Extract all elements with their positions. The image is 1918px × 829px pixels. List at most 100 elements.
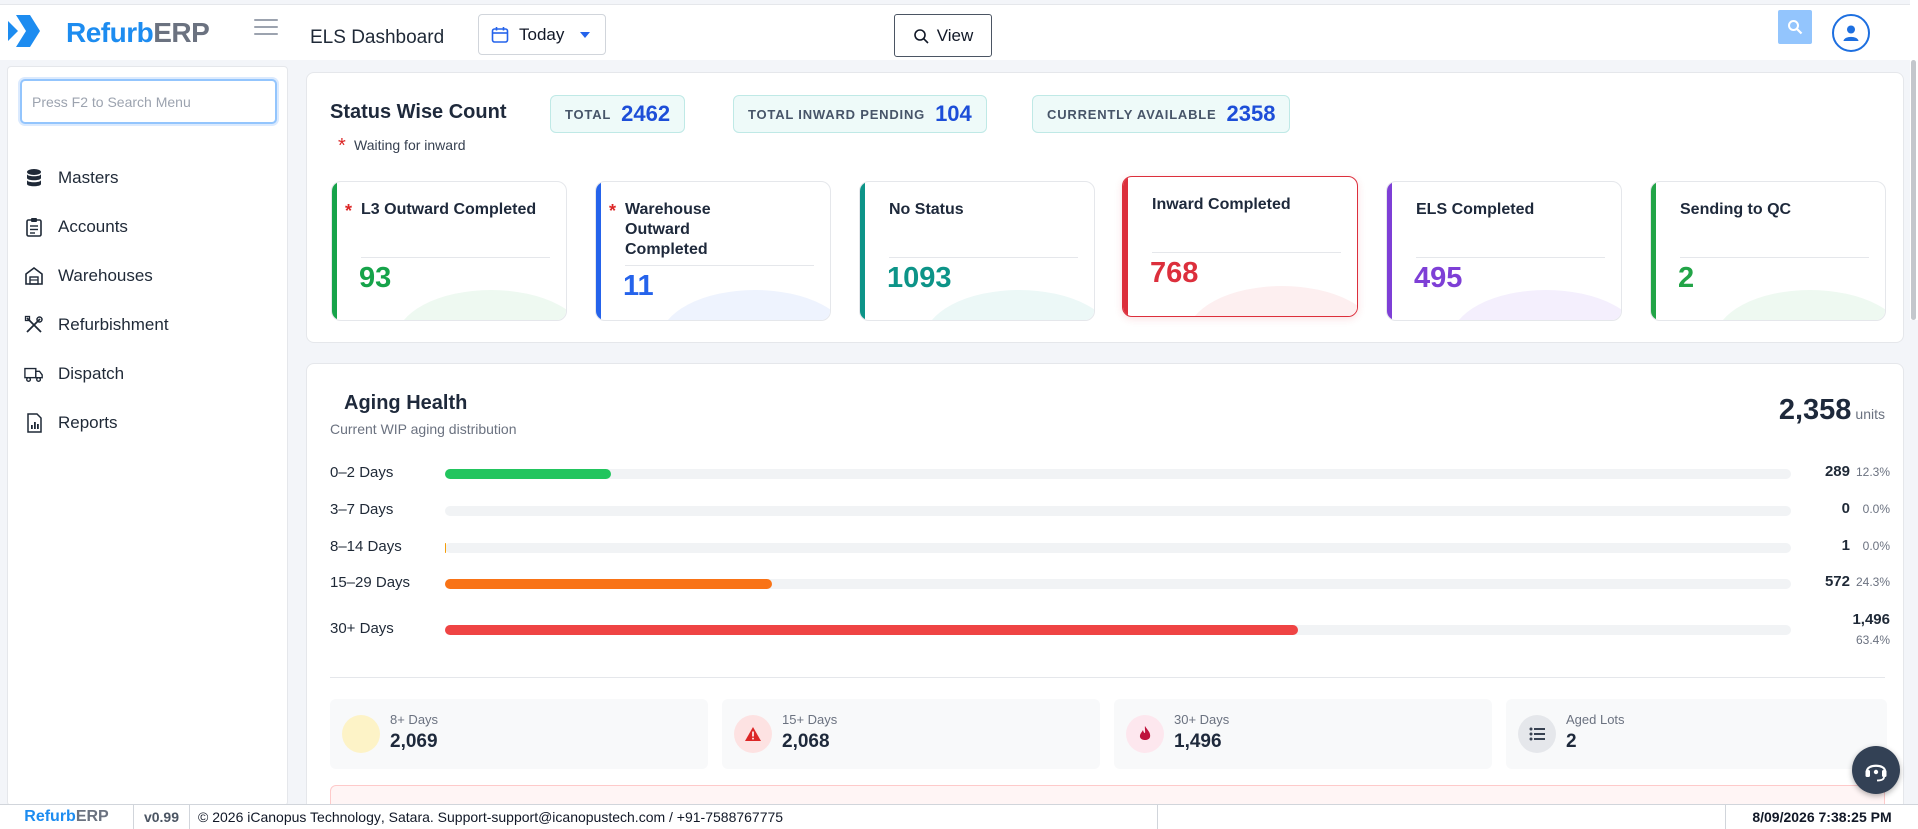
date-filter-value: Today [519, 24, 565, 44]
sidebar-item-label: Refurbishment [58, 314, 169, 334]
logo-icon [8, 15, 40, 47]
inward-pending-value: 104 [935, 101, 972, 126]
sidebar-item-masters[interactable]: Masters [8, 153, 287, 202]
truck-icon [24, 364, 44, 384]
aging-bar-fill [445, 543, 446, 553]
page-scrollbar[interactable] [1910, 0, 1918, 320]
card-divider [889, 257, 1078, 258]
top-header: RefurbERP ELS Dashboard Today View [0, 4, 1918, 60]
tools-icon [24, 315, 44, 335]
summary-value: 2,069 [390, 731, 438, 752]
footer-brand-b: ERP [75, 808, 109, 825]
aging-row-3-7: 3–7 Days 0 0.0% [330, 496, 1890, 526]
scrollbar-thumb[interactable] [1911, 60, 1916, 320]
report-icon [24, 412, 44, 433]
view-button[interactable]: View [894, 14, 992, 57]
calendar-icon [491, 26, 509, 43]
status-wise-count-panel: Status Wise Count TOTAL 2462 TOTAL INWAR… [306, 72, 1904, 343]
total-label: TOTAL [565, 106, 612, 122]
aging-row-count: 289 [1824, 463, 1850, 480]
aging-panel-title: Aging Health [344, 392, 468, 414]
aging-bar-track [445, 579, 1791, 589]
support-phone: / +91-7588767775 [665, 809, 784, 825]
brand-logo[interactable]: RefurbERP [66, 17, 210, 49]
headset-icon [1865, 764, 1887, 782]
status-card-warehouse-outward[interactable]: * Warehouse Outward Completed 11 [595, 181, 831, 321]
sidebar-item-refurbishment[interactable]: Refurbishment [8, 300, 287, 349]
card-label: * L3 Outward Completed [345, 200, 551, 221]
card-divider [1152, 252, 1341, 253]
global-search-button[interactable] [1778, 10, 1812, 44]
date-filter-dropdown[interactable]: Today [478, 14, 606, 55]
user-profile-button[interactable] [1832, 14, 1870, 52]
card-label: ELS Completed [1416, 201, 1535, 218]
summary-card-15-plus: 15+ Days 2,068 [722, 699, 1100, 769]
summary-value: 2 [1566, 731, 1577, 752]
total-pill: TOTAL 2462 [550, 95, 686, 133]
clipboard-icon [24, 217, 44, 237]
card-value: 1093 [887, 262, 952, 294]
sidebar-menu: Masters Accounts Warehouses Refurbishmen… [8, 153, 287, 447]
sidebar: Masters Accounts Warehouses Refurbishmen… [7, 66, 288, 806]
sidebar-item-reports[interactable]: Reports [8, 398, 287, 447]
copyright-text: © 2026 [198, 809, 248, 825]
footer-brand: Refurb ERP [0, 805, 134, 829]
summary-label: 30+ Days [1174, 712, 1230, 727]
aging-bar-track [445, 543, 1791, 553]
aging-row-0-2: 0–2 Days 289 12.3% [330, 459, 1890, 489]
card-label-text: Warehouse Outward Completed [625, 201, 711, 258]
card-divider [625, 265, 814, 266]
card-decoration [1187, 286, 1357, 316]
sidebar-item-label: Dispatch [58, 363, 125, 383]
sidebar-item-warehouses[interactable]: Warehouses [8, 251, 287, 300]
summary-label: 15+ Days [782, 712, 838, 727]
inward-pending-pill: TOTAL INWARD PENDING 104 [733, 95, 987, 133]
aging-row-count: 0 [1841, 500, 1850, 517]
support-chat-button[interactable] [1852, 746, 1900, 794]
summary-label: 8+ Days [390, 712, 439, 727]
waiting-note-text: Waiting for inward [354, 137, 466, 153]
card-value: 11 [623, 270, 654, 302]
status-card-sending-to-qc[interactable]: Sending to QC 2 [1650, 181, 1886, 321]
status-card-inward-completed[interactable]: Inward Completed 768 [1122, 176, 1358, 317]
support-email-link[interactable]: support@icanopustech.com [491, 809, 666, 825]
card-value: 495 [1414, 262, 1463, 294]
chevron-down-icon [580, 31, 591, 38]
card-divider [361, 257, 550, 258]
aging-row-count: 1,496 [1852, 611, 1890, 628]
aging-total-units: units [1855, 406, 1885, 422]
view-button-label: View [936, 25, 974, 45]
aging-row-label: 30+ Days [330, 620, 394, 637]
aging-row-percent: 63.4% [1855, 633, 1890, 647]
database-icon [24, 168, 44, 188]
footer-datetime: 8/09/2026 7:38:25 PM [1752, 809, 1892, 825]
aging-health-panel: Aging Health Current WIP aging distribut… [306, 363, 1904, 823]
warning-icon [734, 715, 772, 753]
menu-toggle-icon[interactable] [254, 19, 278, 37]
clock-icon [342, 715, 380, 753]
summary-label: Aged Lots [1566, 712, 1625, 727]
aging-row-percent: 24.3% [1855, 575, 1890, 589]
footer-brand-a: Refurb [24, 808, 76, 825]
summary-value: 1,496 [1174, 731, 1222, 752]
card-value: 93 [359, 262, 392, 294]
aging-bar-fill [445, 579, 773, 589]
menu-search-input[interactable] [20, 79, 277, 124]
aging-row-percent: 0.0% [1862, 539, 1890, 553]
fire-icon [1126, 715, 1164, 753]
waiting-note: * Waiting for inward [338, 135, 466, 157]
total-value: 2462 [621, 101, 671, 126]
status-card-l3-outward[interactable]: * L3 Outward Completed 93 [331, 181, 567, 321]
summary-value: 2,068 [782, 731, 830, 752]
aging-panel-subtitle: Current WIP aging distribution [330, 421, 517, 437]
status-card-els-completed[interactable]: ELS Completed 495 [1386, 181, 1622, 321]
sidebar-item-accounts[interactable]: Accounts [8, 202, 287, 251]
aging-row-percent: 12.3% [1855, 465, 1890, 479]
status-card-no-status[interactable]: No Status 1093 [859, 181, 1095, 321]
summary-card-8-plus: 8+ Days 2,069 [330, 699, 708, 769]
sidebar-item-label: Reports [58, 412, 118, 432]
aging-row-30-plus: 30+ Days 1,496 63.4% [330, 611, 1890, 655]
aging-row-count: 572 [1824, 573, 1850, 590]
sidebar-item-dispatch[interactable]: Dispatch [8, 349, 287, 398]
footer: Refurb ERP v0.99 © 2026 iCanopus Technolo… [0, 804, 1918, 829]
